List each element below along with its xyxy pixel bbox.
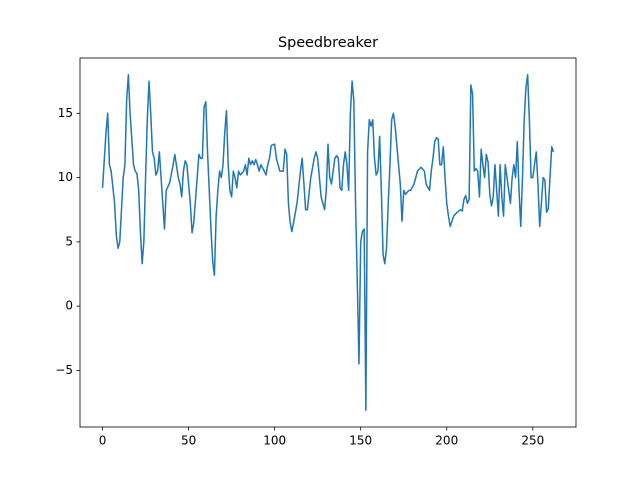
x-tick-label: 200: [435, 434, 458, 448]
x-tick-label: 50: [181, 434, 196, 448]
plot-frame: [79, 57, 577, 428]
y-tick-label: 15: [58, 106, 73, 120]
x-tick-label: 0: [99, 434, 107, 448]
x-tick-label: 250: [521, 434, 544, 448]
y-tick-label: −5: [55, 363, 73, 377]
chart-title: Speedbreaker: [278, 35, 378, 51]
y-tick-label: 10: [58, 170, 73, 184]
line: [101, 73, 555, 412]
y-tick-label: 5: [65, 234, 73, 248]
y-tick-label: 0: [65, 299, 73, 313]
x-tick-label: 100: [263, 434, 286, 448]
x-tick-label: 150: [349, 434, 372, 448]
